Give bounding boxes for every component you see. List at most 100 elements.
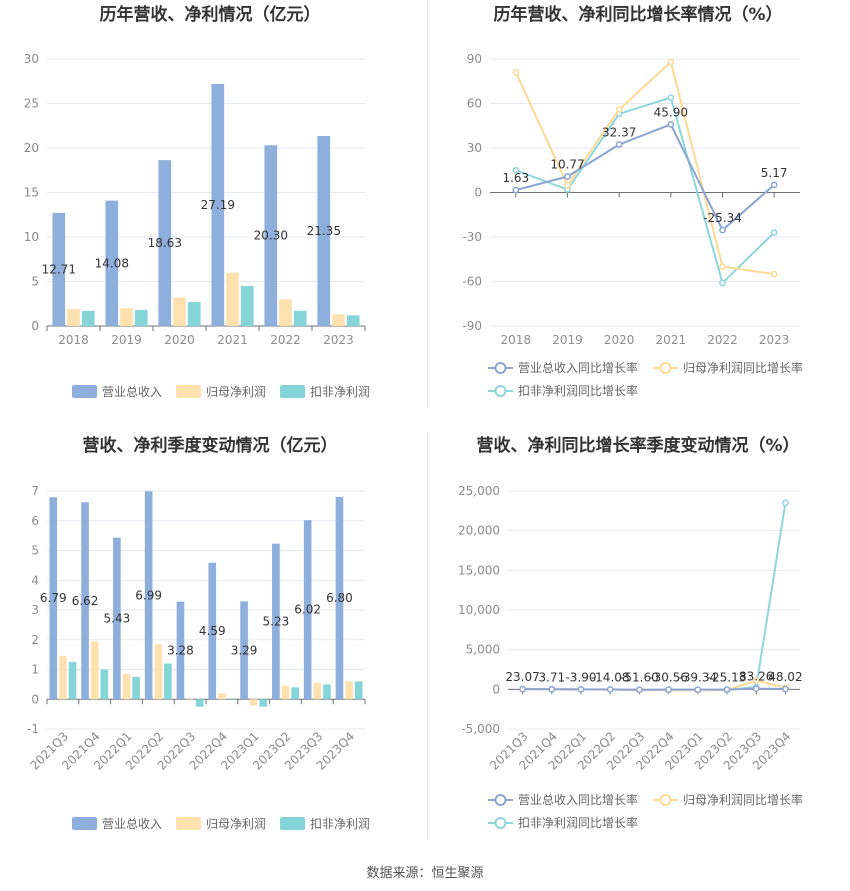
bar-net-profit — [154, 644, 163, 700]
y-tick-label: 25,000 — [458, 484, 500, 498]
y-tick-label: 15,000 — [458, 563, 500, 577]
y-tick-label: 10 — [24, 230, 39, 244]
data-label: 10.77 — [550, 158, 584, 172]
series-point-0 — [548, 685, 556, 693]
x-tick-label: 2023 — [323, 333, 354, 347]
series-point-0 — [564, 173, 571, 180]
data-label: 27.19 — [201, 198, 235, 212]
series-point-0 — [770, 181, 778, 189]
y-tick-label: 60 — [467, 97, 482, 111]
data-label: 14.08 — [95, 256, 129, 270]
chart-title: 历年营收、净利情况（亿元） — [100, 4, 321, 25]
legend-label: 扣非净利润 — [310, 385, 370, 399]
y-tick-label: 25 — [24, 97, 39, 111]
series-point-0 — [636, 686, 643, 694]
bar-net-profit — [249, 699, 258, 706]
bar-net-profit — [186, 699, 194, 700]
data-label: 23.07 — [505, 670, 539, 684]
series-line-0 — [522, 687, 786, 691]
series-point-1 — [512, 69, 520, 76]
chart-title: 营收、净利同比增长率季度变动情况（%） — [476, 435, 799, 456]
vertical-divider-top — [427, 0, 428, 408]
legend-marker — [659, 794, 672, 806]
series-point-1 — [752, 677, 760, 684]
series-point-2 — [782, 499, 789, 507]
y-tick-label: 20,000 — [458, 524, 500, 538]
series-point-0 — [519, 685, 526, 693]
x-tick-label: 2019 — [552, 333, 583, 347]
bar-deducted-profit — [81, 310, 95, 326]
x-tick-label: 2018 — [58, 333, 89, 347]
x-tick-label: 2019 — [111, 333, 142, 347]
data-label: 1.63 — [502, 171, 529, 185]
bar-net-profit — [345, 681, 353, 700]
x-tick-label: 2020 — [164, 333, 195, 347]
bar-deducted-profit — [346, 315, 360, 326]
y-tick-label: 5 — [31, 275, 39, 289]
bar-net-profit — [59, 656, 67, 700]
data-label: 6.80 — [326, 591, 353, 605]
bar-deducted-profit — [259, 699, 268, 707]
legend-label: 扣非净利润 — [310, 817, 370, 831]
data-label: 6.79 — [40, 591, 67, 605]
bar-deducted-profit — [240, 285, 254, 326]
x-tick-label: 2022 — [270, 333, 301, 347]
bar-net-profit — [332, 314, 345, 326]
y-tick-label: -30 — [462, 230, 482, 244]
chart-title: 营收、净利季度变动情况（亿元） — [83, 435, 338, 456]
y-tick-label: -90 — [462, 319, 482, 333]
bar-revenue — [272, 543, 280, 700]
y-tick-label: -1 — [27, 722, 39, 736]
y-tick-label: 30 — [467, 141, 482, 155]
y-tick-label: -60 — [462, 275, 482, 289]
y-tick-label: 2 — [31, 633, 39, 647]
series-point-0 — [723, 686, 731, 693]
y-tick-label: 0 — [31, 692, 39, 706]
y-tick-label: 1 — [31, 663, 39, 677]
bar-revenue — [240, 601, 248, 700]
series-point-1 — [719, 263, 726, 271]
bar-revenue — [81, 502, 89, 700]
y-tick-label: 90 — [467, 52, 482, 66]
bar-deducted-profit — [293, 310, 307, 326]
legend-label: 归母净利润 — [206, 817, 266, 831]
data-label: -51.60 — [620, 671, 659, 685]
bar-net-profit — [122, 673, 131, 700]
legend-swatch — [280, 817, 305, 830]
data-label: 21.35 — [307, 224, 341, 238]
data-label: 12.71 — [42, 262, 76, 276]
series-line-1 — [514, 60, 775, 276]
series-point-0 — [577, 686, 585, 693]
series-point-2 — [512, 166, 520, 174]
series-point-1 — [667, 58, 675, 66]
bar-net-profit — [173, 297, 186, 326]
x-tick-label: 2022 — [707, 333, 738, 347]
bar-revenue — [264, 145, 278, 326]
y-tick-label: 5 — [31, 544, 39, 558]
data-label: 45.90 — [654, 105, 688, 119]
data-label: -25.13 — [708, 671, 747, 685]
bar-revenue — [144, 491, 153, 700]
data-label: -30.56 — [649, 671, 688, 685]
y-tick-label: 4 — [31, 573, 39, 587]
legend-marker — [494, 362, 507, 374]
bar-revenue — [105, 200, 119, 326]
x-tick-label: 2021 — [217, 333, 248, 347]
y-tick-label: 15 — [24, 186, 39, 200]
data-label: 18.63 — [148, 236, 182, 250]
bar-net-profit — [67, 309, 80, 326]
bar-deducted-profit — [100, 669, 109, 700]
y-tick-label: 0 — [474, 186, 482, 200]
bar-deducted-profit — [195, 699, 204, 707]
data-label: 48.02 — [768, 670, 802, 684]
bar-net-profit — [279, 299, 292, 326]
data-label: 5.23 — [263, 614, 290, 628]
data-label: 5.17 — [761, 166, 788, 180]
legend-marker — [494, 794, 507, 806]
bar-net-profit — [218, 693, 226, 700]
legend-marker — [494, 385, 507, 397]
bar-deducted-profit — [354, 681, 363, 700]
bar-deducted-profit — [291, 687, 299, 700]
series-point-0 — [665, 686, 672, 693]
bar-revenue — [176, 601, 185, 700]
